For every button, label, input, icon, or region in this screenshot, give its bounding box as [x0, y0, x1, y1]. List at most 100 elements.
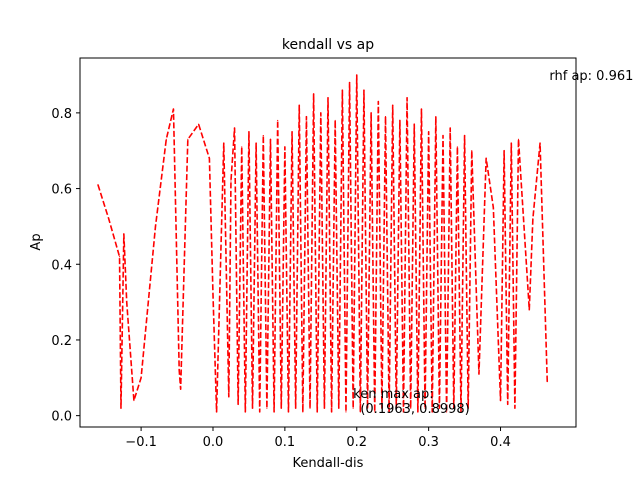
data-point	[345, 411, 347, 413]
data-point	[187, 138, 189, 140]
data-point	[435, 116, 437, 118]
data-point	[410, 407, 412, 409]
data-point	[384, 116, 387, 118]
data-point	[471, 150, 473, 152]
data-point	[316, 411, 318, 413]
data-point	[178, 369, 180, 371]
data-point	[259, 411, 261, 413]
x-tick-label: 0.4	[490, 435, 511, 450]
data-point	[320, 112, 322, 114]
data-point	[503, 150, 505, 152]
x-tick-label: 0.0	[203, 435, 224, 450]
data-point	[327, 97, 329, 99]
y-axis-label: Ap	[29, 233, 44, 250]
data-point	[215, 411, 218, 413]
data-point	[499, 399, 502, 402]
data-point	[546, 380, 548, 383]
data-point	[363, 89, 365, 91]
data-point	[438, 407, 441, 409]
data-point	[463, 134, 466, 137]
data-point	[442, 134, 444, 137]
data-point	[413, 123, 415, 125]
data-point	[377, 100, 379, 103]
data-point	[366, 407, 369, 409]
x-tick-label: 0.3	[418, 435, 439, 450]
y-tick-label: 0.8	[51, 107, 72, 122]
data-point	[431, 411, 433, 413]
data-point	[280, 407, 282, 409]
x-tick-label: 0.2	[346, 435, 367, 450]
data-point	[402, 411, 405, 413]
data-point	[287, 411, 290, 413]
data-point	[230, 180, 232, 182]
data-point	[165, 138, 167, 140]
y-tick-label: 0.4	[51, 258, 72, 273]
data-point	[507, 403, 509, 405]
data-point	[417, 411, 419, 413]
data-point	[428, 131, 430, 133]
series-layer	[97, 74, 549, 413]
data-point	[298, 104, 300, 106]
data-point	[406, 97, 408, 99]
y-tick-label: 0.0	[51, 410, 72, 425]
data-point	[395, 407, 397, 409]
data-point	[118, 256, 121, 258]
data-point	[348, 82, 351, 84]
data-point	[388, 411, 390, 413]
data-point	[147, 301, 149, 303]
data-point	[532, 218, 534, 220]
data-point	[305, 116, 308, 118]
annotation-layer: rhf ap: 0.961 ken max ap:(0.1963, 0.8998)	[353, 69, 633, 417]
data-point	[237, 403, 239, 405]
data-point	[295, 407, 297, 409]
data-point	[241, 146, 243, 148]
data-point	[313, 93, 315, 95]
data-point	[133, 399, 135, 402]
data-point	[323, 407, 326, 409]
data-point	[248, 131, 250, 133]
data-point	[478, 373, 480, 375]
y-tick-label: 0.2	[51, 334, 72, 349]
data-point	[528, 309, 530, 311]
data-point	[420, 108, 423, 110]
data-point	[446, 411, 448, 413]
data-point	[108, 218, 110, 220]
data-point	[352, 407, 354, 409]
data-point	[269, 138, 272, 140]
data-point	[233, 127, 236, 129]
data-point	[517, 138, 520, 140]
data-point	[198, 123, 200, 125]
data-point	[381, 407, 383, 409]
data-point	[510, 142, 512, 144]
data-point	[123, 233, 125, 235]
data-point	[251, 407, 254, 409]
data-point	[460, 411, 462, 413]
data-point	[467, 407, 469, 409]
annotation-text: rhf ap: 0.961	[549, 69, 633, 84]
y-axis-ticks: 0.0 0.2 0.4 0.6 0.8	[51, 107, 80, 425]
data-point	[370, 112, 372, 114]
data-point	[273, 411, 275, 413]
data-point	[277, 119, 279, 122]
data-point	[140, 377, 142, 379]
data-point	[244, 411, 246, 413]
x-tick-label: 0.1	[275, 435, 296, 450]
data-point	[356, 74, 358, 76]
data-point	[334, 119, 336, 122]
data-point	[341, 89, 343, 91]
data-point	[154, 225, 157, 228]
chart-title: kendall vs ap	[282, 37, 374, 53]
annotation-text: ken max ap:	[353, 387, 434, 402]
data-point	[449, 127, 451, 129]
data-point	[212, 293, 214, 296]
data-point	[223, 142, 225, 144]
data-point	[284, 146, 286, 148]
data-point	[262, 134, 264, 137]
data-point	[180, 388, 182, 390]
data-point	[97, 184, 99, 186]
data-point	[291, 131, 293, 133]
data-point	[521, 195, 523, 197]
y-tick-label: 0.6	[51, 183, 72, 198]
data-point	[338, 407, 340, 409]
data-point	[330, 411, 333, 413]
